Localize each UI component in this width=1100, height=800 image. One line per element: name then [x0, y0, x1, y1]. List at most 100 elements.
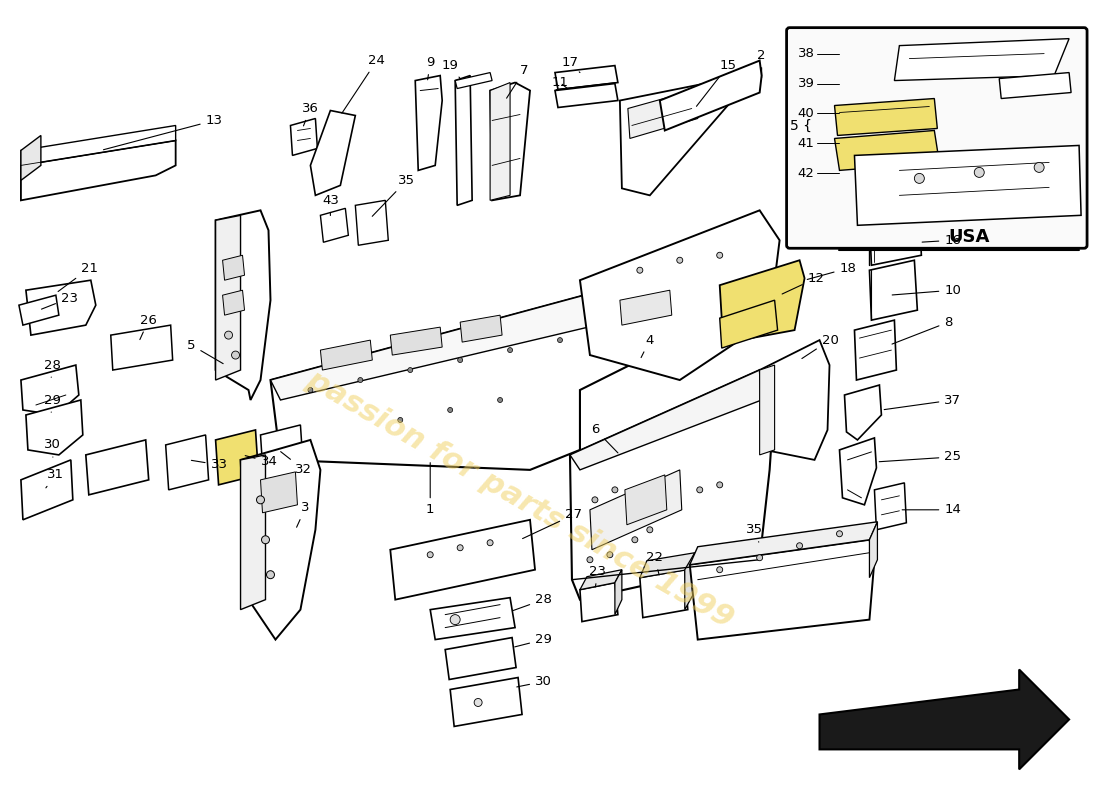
Polygon shape: [625, 475, 667, 525]
Circle shape: [975, 167, 984, 178]
Circle shape: [224, 331, 232, 339]
Text: 30: 30: [517, 675, 552, 688]
Text: 23: 23: [42, 292, 78, 309]
Polygon shape: [640, 553, 695, 578]
Circle shape: [308, 387, 312, 393]
Text: 24: 24: [342, 54, 385, 113]
Text: 11: 11: [551, 76, 569, 89]
Circle shape: [398, 418, 403, 422]
Polygon shape: [580, 570, 622, 590]
Polygon shape: [719, 300, 778, 348]
Polygon shape: [111, 325, 173, 370]
Polygon shape: [999, 73, 1071, 98]
Circle shape: [914, 174, 924, 183]
Polygon shape: [290, 118, 318, 155]
Polygon shape: [355, 200, 388, 246]
Polygon shape: [690, 540, 875, 639]
Text: 29: 29: [44, 394, 62, 412]
Text: 32: 32: [280, 452, 312, 476]
Polygon shape: [556, 83, 618, 107]
Circle shape: [676, 258, 683, 263]
Polygon shape: [261, 425, 304, 480]
Circle shape: [53, 167, 59, 174]
Text: passion for parts since 1999: passion for parts since 1999: [301, 366, 739, 634]
Text: 27: 27: [522, 508, 582, 538]
Text: 42: 42: [798, 167, 814, 180]
Polygon shape: [845, 385, 881, 440]
Circle shape: [256, 496, 264, 504]
Text: 28: 28: [513, 593, 552, 610]
Text: 16: 16: [922, 234, 961, 246]
Circle shape: [558, 338, 562, 342]
Polygon shape: [570, 370, 774, 470]
Text: 25: 25: [879, 450, 961, 463]
Text: 6: 6: [592, 423, 618, 453]
Circle shape: [1034, 162, 1044, 172]
Polygon shape: [271, 280, 670, 400]
Circle shape: [612, 487, 618, 493]
Polygon shape: [491, 82, 530, 200]
Polygon shape: [580, 582, 618, 622]
Circle shape: [836, 530, 843, 537]
Text: 19: 19: [442, 59, 460, 78]
Text: 39: 39: [798, 77, 814, 90]
Circle shape: [487, 540, 493, 546]
FancyBboxPatch shape: [786, 28, 1087, 248]
Polygon shape: [894, 38, 1069, 81]
Polygon shape: [835, 130, 939, 170]
Circle shape: [607, 552, 613, 558]
Polygon shape: [415, 75, 442, 170]
Polygon shape: [21, 135, 41, 180]
Circle shape: [262, 536, 270, 544]
Circle shape: [717, 482, 723, 488]
Text: 7: 7: [507, 64, 529, 98]
Text: 14: 14: [902, 503, 961, 516]
Polygon shape: [455, 73, 492, 89]
Circle shape: [647, 526, 652, 533]
Polygon shape: [491, 82, 510, 200]
Polygon shape: [685, 553, 695, 610]
Circle shape: [497, 398, 503, 402]
Circle shape: [631, 537, 638, 542]
Circle shape: [448, 407, 453, 413]
Polygon shape: [450, 678, 522, 726]
Polygon shape: [241, 440, 320, 639]
Polygon shape: [390, 327, 442, 355]
Polygon shape: [660, 61, 761, 130]
Circle shape: [592, 497, 598, 503]
Polygon shape: [620, 78, 729, 195]
Text: 36: 36: [302, 102, 319, 126]
Polygon shape: [690, 522, 878, 565]
Circle shape: [408, 367, 412, 373]
Polygon shape: [455, 75, 472, 206]
Circle shape: [266, 570, 275, 578]
Polygon shape: [620, 290, 672, 325]
Text: 35: 35: [746, 523, 763, 542]
Circle shape: [474, 698, 482, 706]
Polygon shape: [166, 435, 209, 490]
Text: 21: 21: [58, 262, 98, 291]
Text: USA: USA: [948, 228, 990, 246]
Circle shape: [587, 557, 593, 562]
Circle shape: [128, 167, 134, 174]
Text: 18: 18: [807, 262, 857, 279]
Polygon shape: [310, 110, 355, 195]
Polygon shape: [216, 215, 241, 380]
Polygon shape: [271, 280, 670, 470]
Polygon shape: [460, 315, 502, 342]
Text: 8: 8: [892, 316, 953, 344]
Polygon shape: [570, 370, 774, 600]
Polygon shape: [869, 210, 922, 266]
Text: 23: 23: [590, 566, 606, 587]
Text: 28: 28: [44, 358, 62, 378]
Polygon shape: [390, 520, 535, 600]
Polygon shape: [839, 438, 877, 505]
Text: 33: 33: [191, 458, 228, 471]
Polygon shape: [628, 89, 700, 138]
Circle shape: [696, 487, 703, 493]
Text: 5 {: 5 {: [790, 118, 812, 133]
Circle shape: [358, 378, 363, 382]
Polygon shape: [760, 365, 774, 455]
Polygon shape: [835, 98, 937, 135]
Text: 31: 31: [46, 468, 65, 488]
